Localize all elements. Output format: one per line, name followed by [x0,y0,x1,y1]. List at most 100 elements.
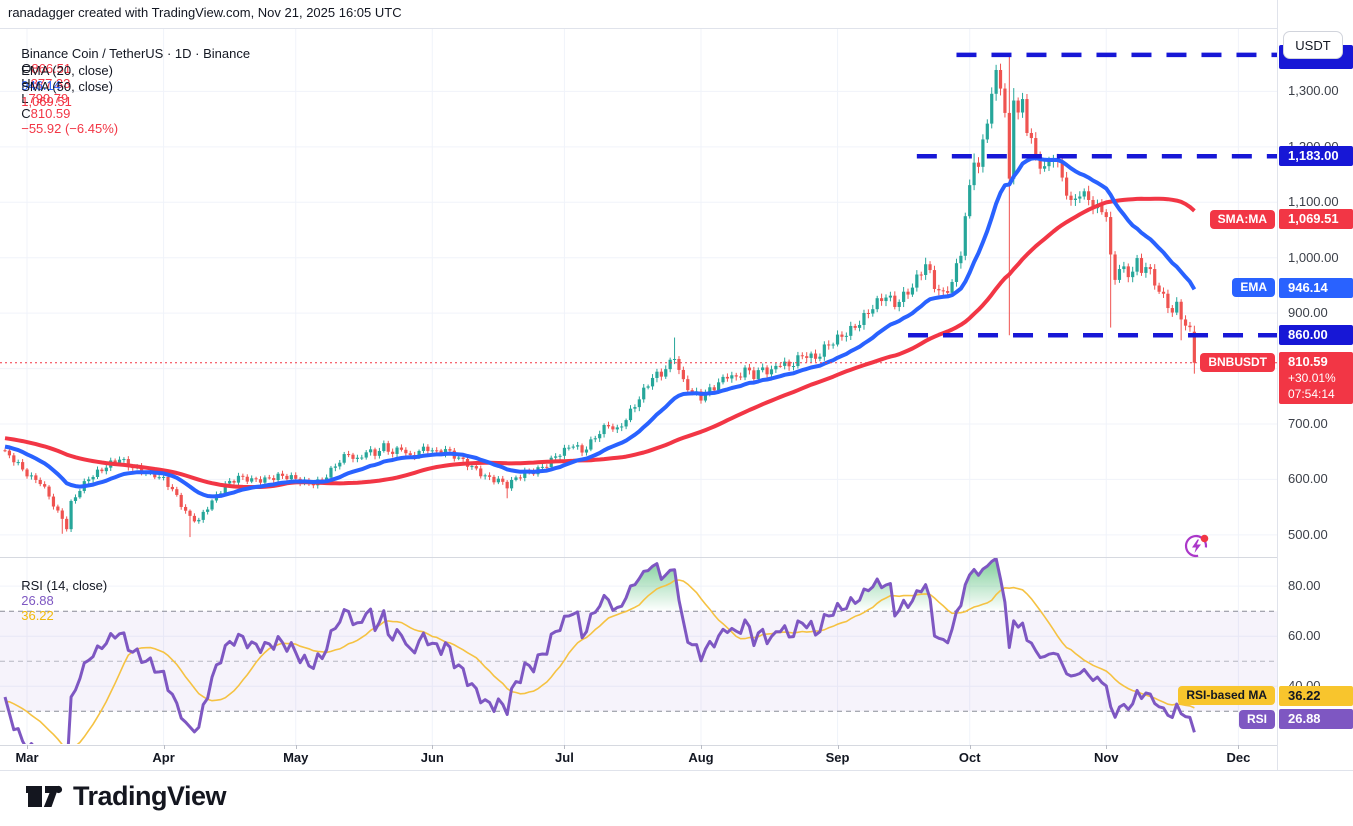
ohlc-low-value: 790.79 [28,91,69,106]
candle [1135,258,1139,272]
candle [1157,285,1161,292]
lightning-streak-icon[interactable] [1183,532,1211,560]
rsi-tick-80: 80.00 [1288,578,1321,594]
candle [950,281,954,293]
price-axis[interactable]: 1,300.001,200.001,100.001,000.00900.0070… [1277,0,1353,770]
candle [994,69,998,94]
price-tick-600: 600.00 [1288,471,1328,487]
candle [206,509,210,512]
candle [637,399,641,408]
price-tick-1100: 1,100.00 [1288,194,1339,210]
month-label-jun: Jun [420,750,444,765]
candle [871,309,875,314]
candle [730,375,734,379]
candle [29,475,34,477]
candle [250,478,254,482]
candle [611,426,615,430]
candle [113,460,117,463]
candle [593,438,597,440]
candle [1016,100,1020,113]
candle [241,475,245,477]
candle [1183,319,1188,326]
candle [474,466,478,469]
month-label-may: May [283,750,309,765]
candle [360,457,364,459]
candle [897,301,901,307]
ema-legend-row[interactable]: EMA (20, close) 946.14 [14,48,120,93]
candle [893,295,897,307]
candle [373,449,377,456]
candle [346,454,351,456]
rsi-ma-legend-value: 36.22 [21,608,54,623]
candle [686,379,690,391]
chart-canvas[interactable] [0,0,1277,745]
candle [479,468,483,477]
candle [602,425,606,435]
candle [769,369,774,375]
candle [12,455,16,463]
candle [659,371,663,377]
candle [668,359,672,370]
month-label-mar: Mar [15,750,39,765]
candle [245,476,249,482]
candle [267,477,271,479]
candle [598,434,602,439]
candle [981,139,985,167]
sma-legend-row[interactable]: SMA (50, close) 1,069.51 [14,64,120,109]
candle [1175,301,1179,313]
price-tick-900: 900.00 [1288,305,1328,321]
candle [703,392,707,401]
candle [822,344,826,357]
candle [1192,331,1196,363]
candle [443,449,448,455]
candle [179,494,183,507]
candle [990,93,994,124]
candle [219,493,223,495]
chart-top-border [0,28,1353,29]
candle [884,297,888,302]
candle [805,356,809,358]
candle [1161,291,1166,294]
lightning-bolt-glyph [1192,539,1201,553]
candle [34,475,38,480]
candle [184,506,188,511]
candle [976,162,981,167]
candle [633,407,637,409]
rsi-ma-badge-pill: RSI-based MA [1178,686,1275,706]
candle [835,334,840,345]
candle [712,387,716,391]
rsi-line [3,558,1196,744]
currency-toggle-button[interactable]: USDT [1283,31,1343,59]
candle [421,446,426,451]
candle [51,496,56,507]
candle [567,447,571,449]
candle [104,467,108,472]
rsi-ma-line [4,579,1195,744]
symbol-legend-row[interactable]: Binance Coin / TetherUS · 1D · Binance O… [14,31,254,136]
candle [1188,325,1192,328]
candle [285,475,289,480]
candle [791,366,796,368]
candle [157,477,161,479]
candle [483,475,487,477]
pane-separator[interactable] [0,557,1277,558]
candle [342,454,346,463]
month-label-dec: Dec [1226,750,1251,765]
tradingview-watermark: TradingView [26,781,227,812]
candle [928,264,932,271]
candle [201,511,205,520]
candle [849,325,853,336]
rsi-legend-row[interactable]: RSI (14, close) 26.88 36.22 [14,563,114,623]
candle [941,290,945,292]
candle [954,263,959,282]
candle [1087,191,1091,200]
candle [435,450,439,452]
candle [765,367,769,375]
candle [73,497,78,501]
candle [386,443,390,452]
candle [228,480,232,484]
candle [311,484,315,486]
candle [65,518,69,530]
candle [25,469,29,477]
